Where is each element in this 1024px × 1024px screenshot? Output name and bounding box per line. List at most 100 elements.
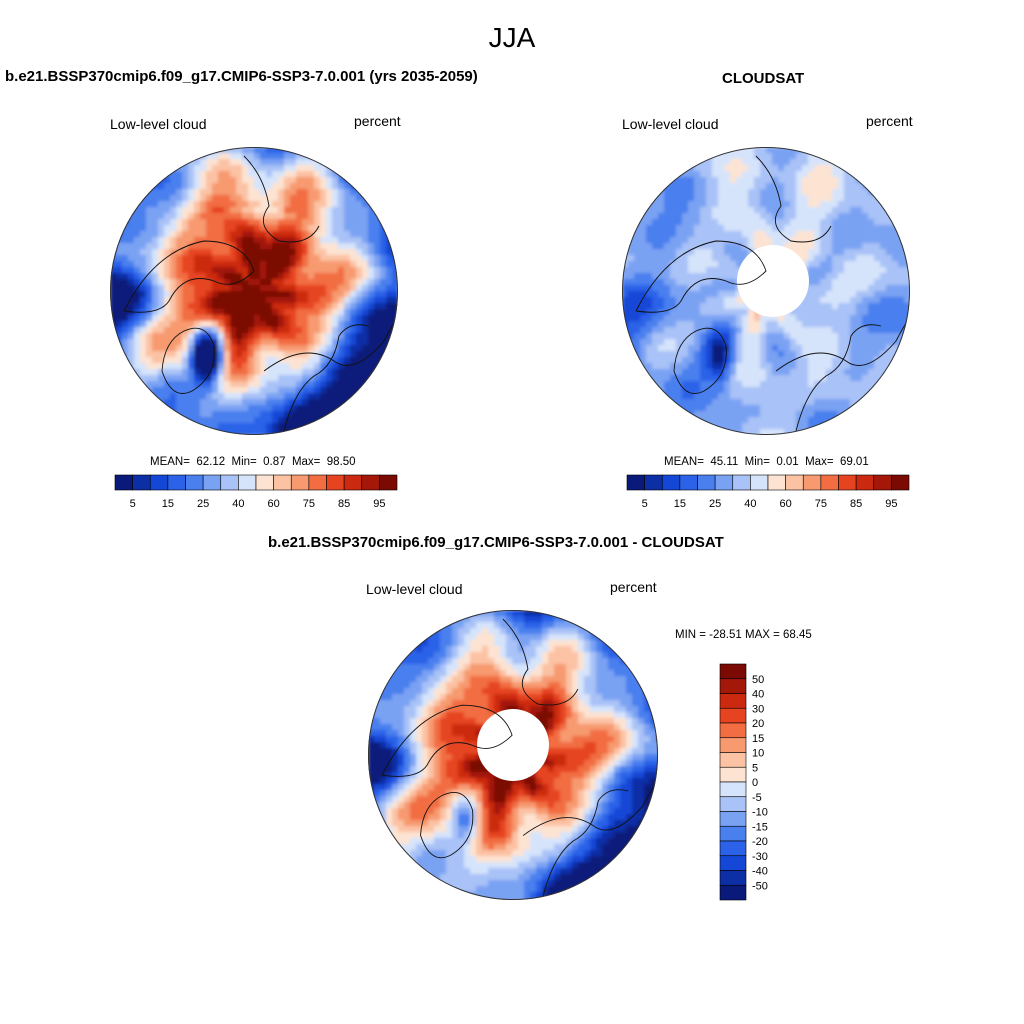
- panel1-min-value: 0.87: [263, 456, 286, 468]
- panel1-colorbar-tick-label: 5: [130, 498, 136, 510]
- panel3-colorbar-box: [719, 678, 747, 694]
- panel3-colorbar-tick-label: 0: [752, 777, 758, 789]
- panel2-colorbar-box: [714, 474, 734, 491]
- panel2-polar-map: [622, 147, 910, 435]
- panel1-max-value: 98.50: [326, 456, 356, 468]
- panel3-colorbar-tick-label: 10: [752, 748, 764, 760]
- panel3-colorbar-tick-label: -40: [752, 866, 768, 878]
- panel1-map-border: [110, 147, 398, 435]
- season-title: JJA: [488, 22, 536, 53]
- panel2-colorbar-box: [750, 474, 769, 491]
- panel1-coastline: [283, 324, 370, 432]
- panel3-units-label: percent: [610, 579, 657, 595]
- panel3-colorbar-box: [719, 737, 747, 753]
- panel3-colorbar-box: [719, 870, 747, 886]
- panel2-colorbar-box: [891, 474, 910, 491]
- panel2-mean-value: 45.11: [710, 456, 739, 468]
- panel2-colorbar-box: [626, 474, 645, 491]
- panel2-missing-polar-cap: [737, 245, 809, 317]
- panel1-polar-map: [110, 147, 398, 435]
- panel3-colorbar-tick-label: 20: [752, 718, 764, 730]
- panel1-coastline: [123, 240, 255, 313]
- panel2-colorbar-tick-label: 75: [815, 498, 827, 510]
- panel3-colorbar-tick-label: -20: [752, 836, 768, 848]
- panel3-colorbar-box: [719, 884, 747, 901]
- panel1-min-label: Min=: [231, 456, 257, 468]
- panel3-colorbar-box: [719, 707, 747, 724]
- panel2-colorbar-box: [802, 474, 822, 491]
- panel3-colorbar-tick-label: 5: [752, 762, 758, 774]
- panel2-colorbar-box: [732, 474, 751, 491]
- panel3-colorbar-box: [719, 752, 747, 768]
- panel3-missing-polar-cap: [477, 709, 549, 781]
- panel1-colorbar-box: [185, 474, 204, 491]
- panel1-field: [110, 147, 398, 435]
- panel2-colorbar-box: [697, 474, 716, 491]
- panel2-colorbar-box: [873, 474, 892, 491]
- panel1-colorbar-box: [149, 474, 169, 491]
- panel1-colorbar-tick-label: 25: [197, 498, 209, 510]
- panel3-colorbar-box: [719, 840, 747, 857]
- panel3-colorbar-tick-label: 30: [752, 703, 764, 715]
- panel1-coastline: [161, 327, 215, 394]
- panel1-max-label: Max=: [291, 456, 321, 468]
- panel3-colorbar-box: [719, 663, 747, 680]
- panel3-colorbar-tick-label: 40: [752, 689, 764, 701]
- panel3-colorbar-box: [719, 811, 747, 827]
- panel2-colorbar-box: [644, 474, 663, 491]
- panel1-colorbar-box: [308, 474, 327, 491]
- panel1-variable-label: Low-level cloud: [110, 116, 207, 132]
- panel1-colorbar-box: [114, 474, 133, 491]
- panel2-stats: MEAN= 45.11 Min= 0.01 Max= 69.01: [664, 456, 869, 468]
- panel3-colorbar-box: [719, 693, 747, 709]
- panel1-colorbar-box: [379, 474, 398, 491]
- panel1-colorbar-box: [220, 474, 239, 491]
- panel3-colorbar-box: [719, 722, 747, 739]
- panel1-colorbar-box: [326, 474, 345, 491]
- panel3-colorbar-tick-label: 15: [752, 733, 764, 745]
- panel3-coastline: [502, 618, 579, 706]
- panel2-colorbar-tick-label: 5: [642, 498, 648, 510]
- panel1-colorbar-tick-label: 15: [162, 498, 174, 510]
- panel3-colorbar-tick-label: -5: [752, 792, 762, 804]
- panel2-colorbar-tick-label: 60: [780, 498, 792, 510]
- panel2-colorbar-tick-label: 95: [885, 498, 897, 510]
- panel1-stats: MEAN= 62.12 Min= 0.87 Max= 98.50: [150, 456, 356, 468]
- panel2-title: CLOUDSAT: [722, 70, 805, 87]
- panel2-colorbar-box: [679, 474, 698, 491]
- panel3-colorbar-tick-label: -10: [752, 807, 768, 819]
- panel2-colorbar-tick-label: 25: [709, 498, 721, 510]
- panel2-colorbar-box: [661, 474, 681, 491]
- panel1-colorbar-tick-label: 95: [373, 498, 385, 510]
- panel1-colorbar-tick-label: 40: [232, 498, 244, 510]
- panel2-max-label: Max=: [805, 456, 834, 468]
- panel1-colorbar-tick-label: 60: [268, 498, 280, 510]
- panel3-stats: MIN = -28.51 MAX = 68.45: [675, 629, 812, 641]
- panel1-title: b.e21.BSSP370cmip6.f09_g17.CMIP6-SSP3-7.…: [5, 68, 478, 85]
- panel3-colorbar-box: [719, 855, 747, 871]
- panel2-max-value: 69.01: [839, 456, 869, 468]
- panel2-map-border: [622, 147, 910, 435]
- panel2-mean-label: MEAN=: [664, 456, 704, 468]
- panel2-coastline: [635, 240, 767, 313]
- panel1-colorbar-box: [361, 474, 380, 491]
- panel3-colorbar-tick-label: -30: [752, 851, 768, 863]
- panel2-variable-label: Low-level cloud: [622, 116, 719, 132]
- panel2-coastline: [795, 324, 882, 432]
- panel1-colorbar-box: [290, 474, 310, 491]
- panel2-colorbar-box: [785, 474, 804, 491]
- panel3-colorbar-tick-label: -50: [752, 880, 768, 892]
- panel3-colorbar-box: [719, 825, 747, 842]
- panel2-field: [622, 147, 910, 435]
- panel1-colorbar-box: [202, 474, 222, 491]
- panel3-colorbar-box: [719, 766, 747, 783]
- panel1-colorbar-box: [167, 474, 186, 491]
- panel2-units-label: percent: [866, 113, 913, 129]
- panel3-coastline: [420, 792, 474, 859]
- panel1-colorbar-tick-label: 75: [303, 498, 315, 510]
- panel2-colorbar-box: [767, 474, 786, 491]
- panel1-coastline: [243, 155, 320, 243]
- panel2-colorbar: 5 15 25 40 60 75 85 95: [626, 474, 910, 510]
- panel1-colorbar-box: [273, 474, 292, 491]
